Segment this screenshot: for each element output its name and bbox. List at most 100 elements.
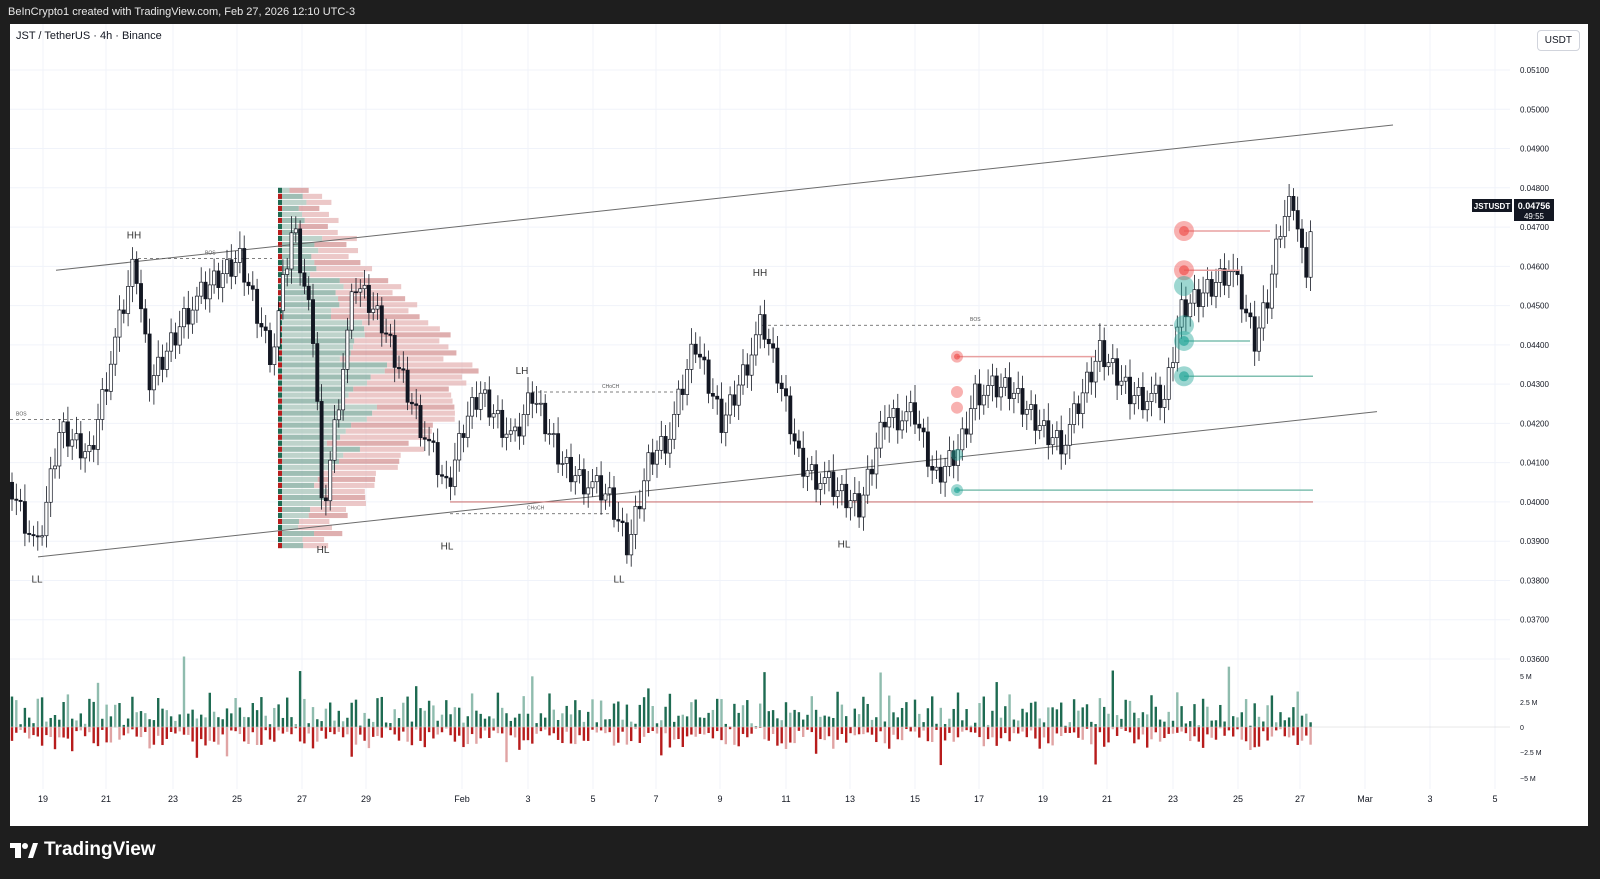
volume-bar-down bbox=[247, 727, 250, 744]
profile-bar-down bbox=[298, 205, 320, 211]
volume-bar-up bbox=[492, 718, 495, 727]
candle-up bbox=[1261, 302, 1266, 329]
candle-up bbox=[1085, 371, 1089, 394]
volume-bar-up bbox=[243, 716, 246, 727]
volume-bar-up bbox=[101, 718, 104, 727]
event-label: BOS bbox=[970, 317, 981, 323]
last-price-symbol: JSTUSDT bbox=[1474, 202, 1511, 211]
symbol-title[interactable]: JST / TetherUS · 4h · Binance bbox=[16, 30, 162, 42]
candle-up bbox=[164, 350, 169, 370]
volume-bar-down bbox=[307, 727, 310, 734]
volume-bar-up bbox=[152, 720, 156, 727]
price-chart[interactable]: BOS BOS CHoCH CHoCH BOS HH LL HL HL LH LL HH HL 0.0… bbox=[10, 24, 1588, 826]
currency-button[interactable]: USDT bbox=[1536, 30, 1580, 51]
candle-down bbox=[323, 497, 328, 502]
candle-down bbox=[392, 335, 397, 368]
volume-bar-down bbox=[255, 727, 259, 746]
volume-bar-up bbox=[268, 724, 272, 727]
time-tick-label: 19 bbox=[1038, 794, 1048, 804]
profile-bar-down bbox=[298, 518, 330, 525]
volume-bar-down bbox=[1249, 727, 1252, 750]
candle-down bbox=[384, 332, 389, 335]
chart-pane[interactable]: BOS BOS CHoCH CHoCH BOS HH LL HL HL LH LL HH HL 0.0… bbox=[10, 24, 1588, 826]
volume-bar-up bbox=[1077, 710, 1080, 727]
volume-bar-down bbox=[879, 727, 882, 732]
volume-bar-down bbox=[496, 727, 500, 734]
profile-bar-down bbox=[338, 296, 406, 302]
volume-bar-down bbox=[935, 727, 938, 730]
volume-bar-down bbox=[819, 727, 822, 740]
candle-up bbox=[981, 394, 986, 406]
volume-bar-up bbox=[298, 671, 302, 727]
volume-bar-up bbox=[1223, 721, 1226, 727]
volume-bar-up bbox=[703, 717, 706, 727]
tradingview-logo-icon bbox=[10, 842, 38, 858]
volume-bar-up bbox=[918, 713, 921, 727]
volume-bar-up bbox=[810, 696, 813, 727]
profile-bar-up bbox=[278, 248, 319, 254]
volume-bar-up bbox=[1038, 718, 1041, 727]
candle-down bbox=[895, 408, 900, 431]
volume-bar-down bbox=[346, 727, 349, 735]
profile-bar-edge bbox=[278, 494, 282, 500]
volume-bar-up bbox=[574, 700, 577, 727]
volume-bar-up bbox=[436, 720, 439, 727]
volume-bar-down bbox=[630, 727, 633, 742]
candle-down bbox=[796, 440, 801, 449]
volume-bar-up bbox=[565, 705, 568, 727]
volume-bar-down bbox=[1309, 727, 1312, 745]
profile-bar-down bbox=[303, 543, 329, 549]
volume-bar-down bbox=[1064, 727, 1067, 733]
candle-up bbox=[999, 386, 1003, 398]
profile-bar-edge bbox=[278, 266, 282, 272]
tradingview-logo[interactable]: TradingView bbox=[10, 839, 156, 861]
candle-up bbox=[117, 309, 122, 338]
price-tick-label: 0.04600 bbox=[1520, 262, 1549, 271]
volume-bar-down bbox=[415, 727, 418, 730]
profile-bar-down bbox=[326, 440, 409, 446]
candle-down bbox=[917, 423, 922, 429]
volume-bar-down bbox=[638, 727, 641, 743]
volume-bar-up bbox=[814, 709, 818, 727]
volume-bar-up bbox=[638, 704, 641, 727]
candle-down bbox=[1140, 386, 1145, 411]
volume-bar-up bbox=[1004, 706, 1007, 727]
volume-bar-down bbox=[1150, 727, 1153, 740]
candle-up bbox=[113, 336, 118, 365]
volume-bar-up bbox=[875, 717, 878, 727]
volume-bar-down bbox=[789, 727, 792, 743]
candle-down bbox=[104, 389, 109, 392]
candle-up bbox=[1024, 409, 1029, 415]
candle-down bbox=[487, 389, 492, 418]
volume-bar-up bbox=[449, 714, 452, 727]
price-tick-label: 0.05000 bbox=[1520, 105, 1549, 114]
candle-up bbox=[1093, 360, 1098, 383]
profile-bar-edge bbox=[278, 524, 282, 531]
volume-bar-up bbox=[883, 721, 887, 727]
volume-bar-down bbox=[1167, 727, 1170, 734]
profile-bar-edge bbox=[278, 518, 282, 525]
volume-bar-up bbox=[174, 720, 177, 727]
price-tick-label: 0.03800 bbox=[1520, 576, 1549, 585]
candle-up bbox=[986, 385, 991, 396]
candle-up bbox=[182, 308, 186, 328]
volume-bar-up bbox=[716, 698, 719, 727]
volume-bar-up bbox=[707, 712, 710, 727]
candle-down bbox=[427, 438, 432, 442]
volume-bar-up bbox=[165, 710, 168, 727]
volume-bar-up bbox=[320, 721, 323, 727]
profile-bar-down bbox=[387, 362, 473, 368]
volume-bar-up bbox=[1133, 712, 1136, 727]
volume-bar-down bbox=[1227, 727, 1231, 731]
profile-bar-edge bbox=[278, 488, 282, 494]
volume-bar-down bbox=[569, 727, 573, 744]
profile-bar-edge bbox=[278, 398, 282, 404]
volume-bar-up bbox=[389, 723, 392, 727]
volume-bar-down bbox=[122, 727, 125, 736]
volume-bar-down bbox=[982, 727, 985, 747]
price-tick-label: 0.04300 bbox=[1520, 380, 1549, 389]
candle-up bbox=[1274, 238, 1279, 275]
candle-up bbox=[358, 288, 363, 293]
profile-bar-up bbox=[278, 223, 299, 230]
volume-bar-up bbox=[892, 712, 895, 727]
